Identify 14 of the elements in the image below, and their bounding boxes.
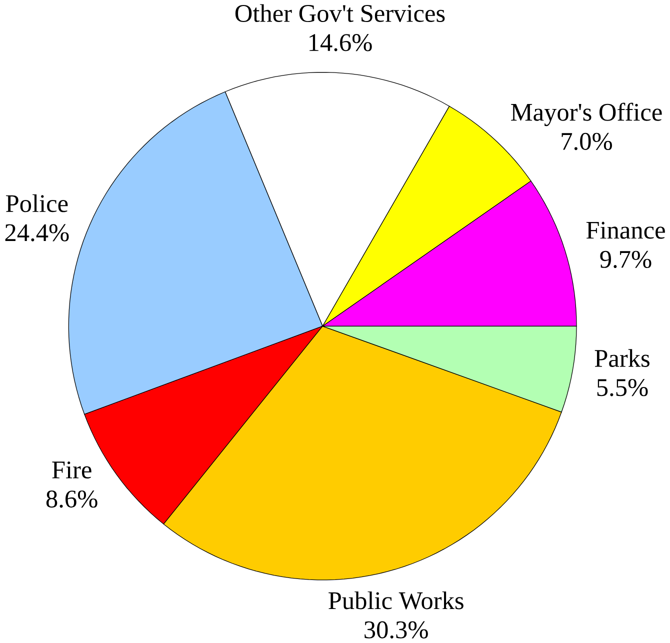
data-label: 8.6% [46, 490, 98, 508]
data-label: 9.7% [600, 250, 652, 268]
data-label: 24.4% [5, 224, 69, 242]
data-label: 14.6% [310, 34, 372, 52]
data-label: 30.3% [364, 621, 428, 639]
slice-label: Police [6, 194, 68, 212]
slice-label: Parks [594, 349, 650, 368]
slice-label: Other Gov't Services [235, 4, 445, 22]
slice-label: Fire [52, 462, 92, 479]
slice-label: Finance [586, 222, 665, 239]
slice-label: Public Works [328, 592, 464, 610]
data-label: 5.5% [597, 379, 648, 396]
slice-label: Mayor's Office [511, 102, 662, 126]
data-label: 7.0% [562, 133, 612, 150]
